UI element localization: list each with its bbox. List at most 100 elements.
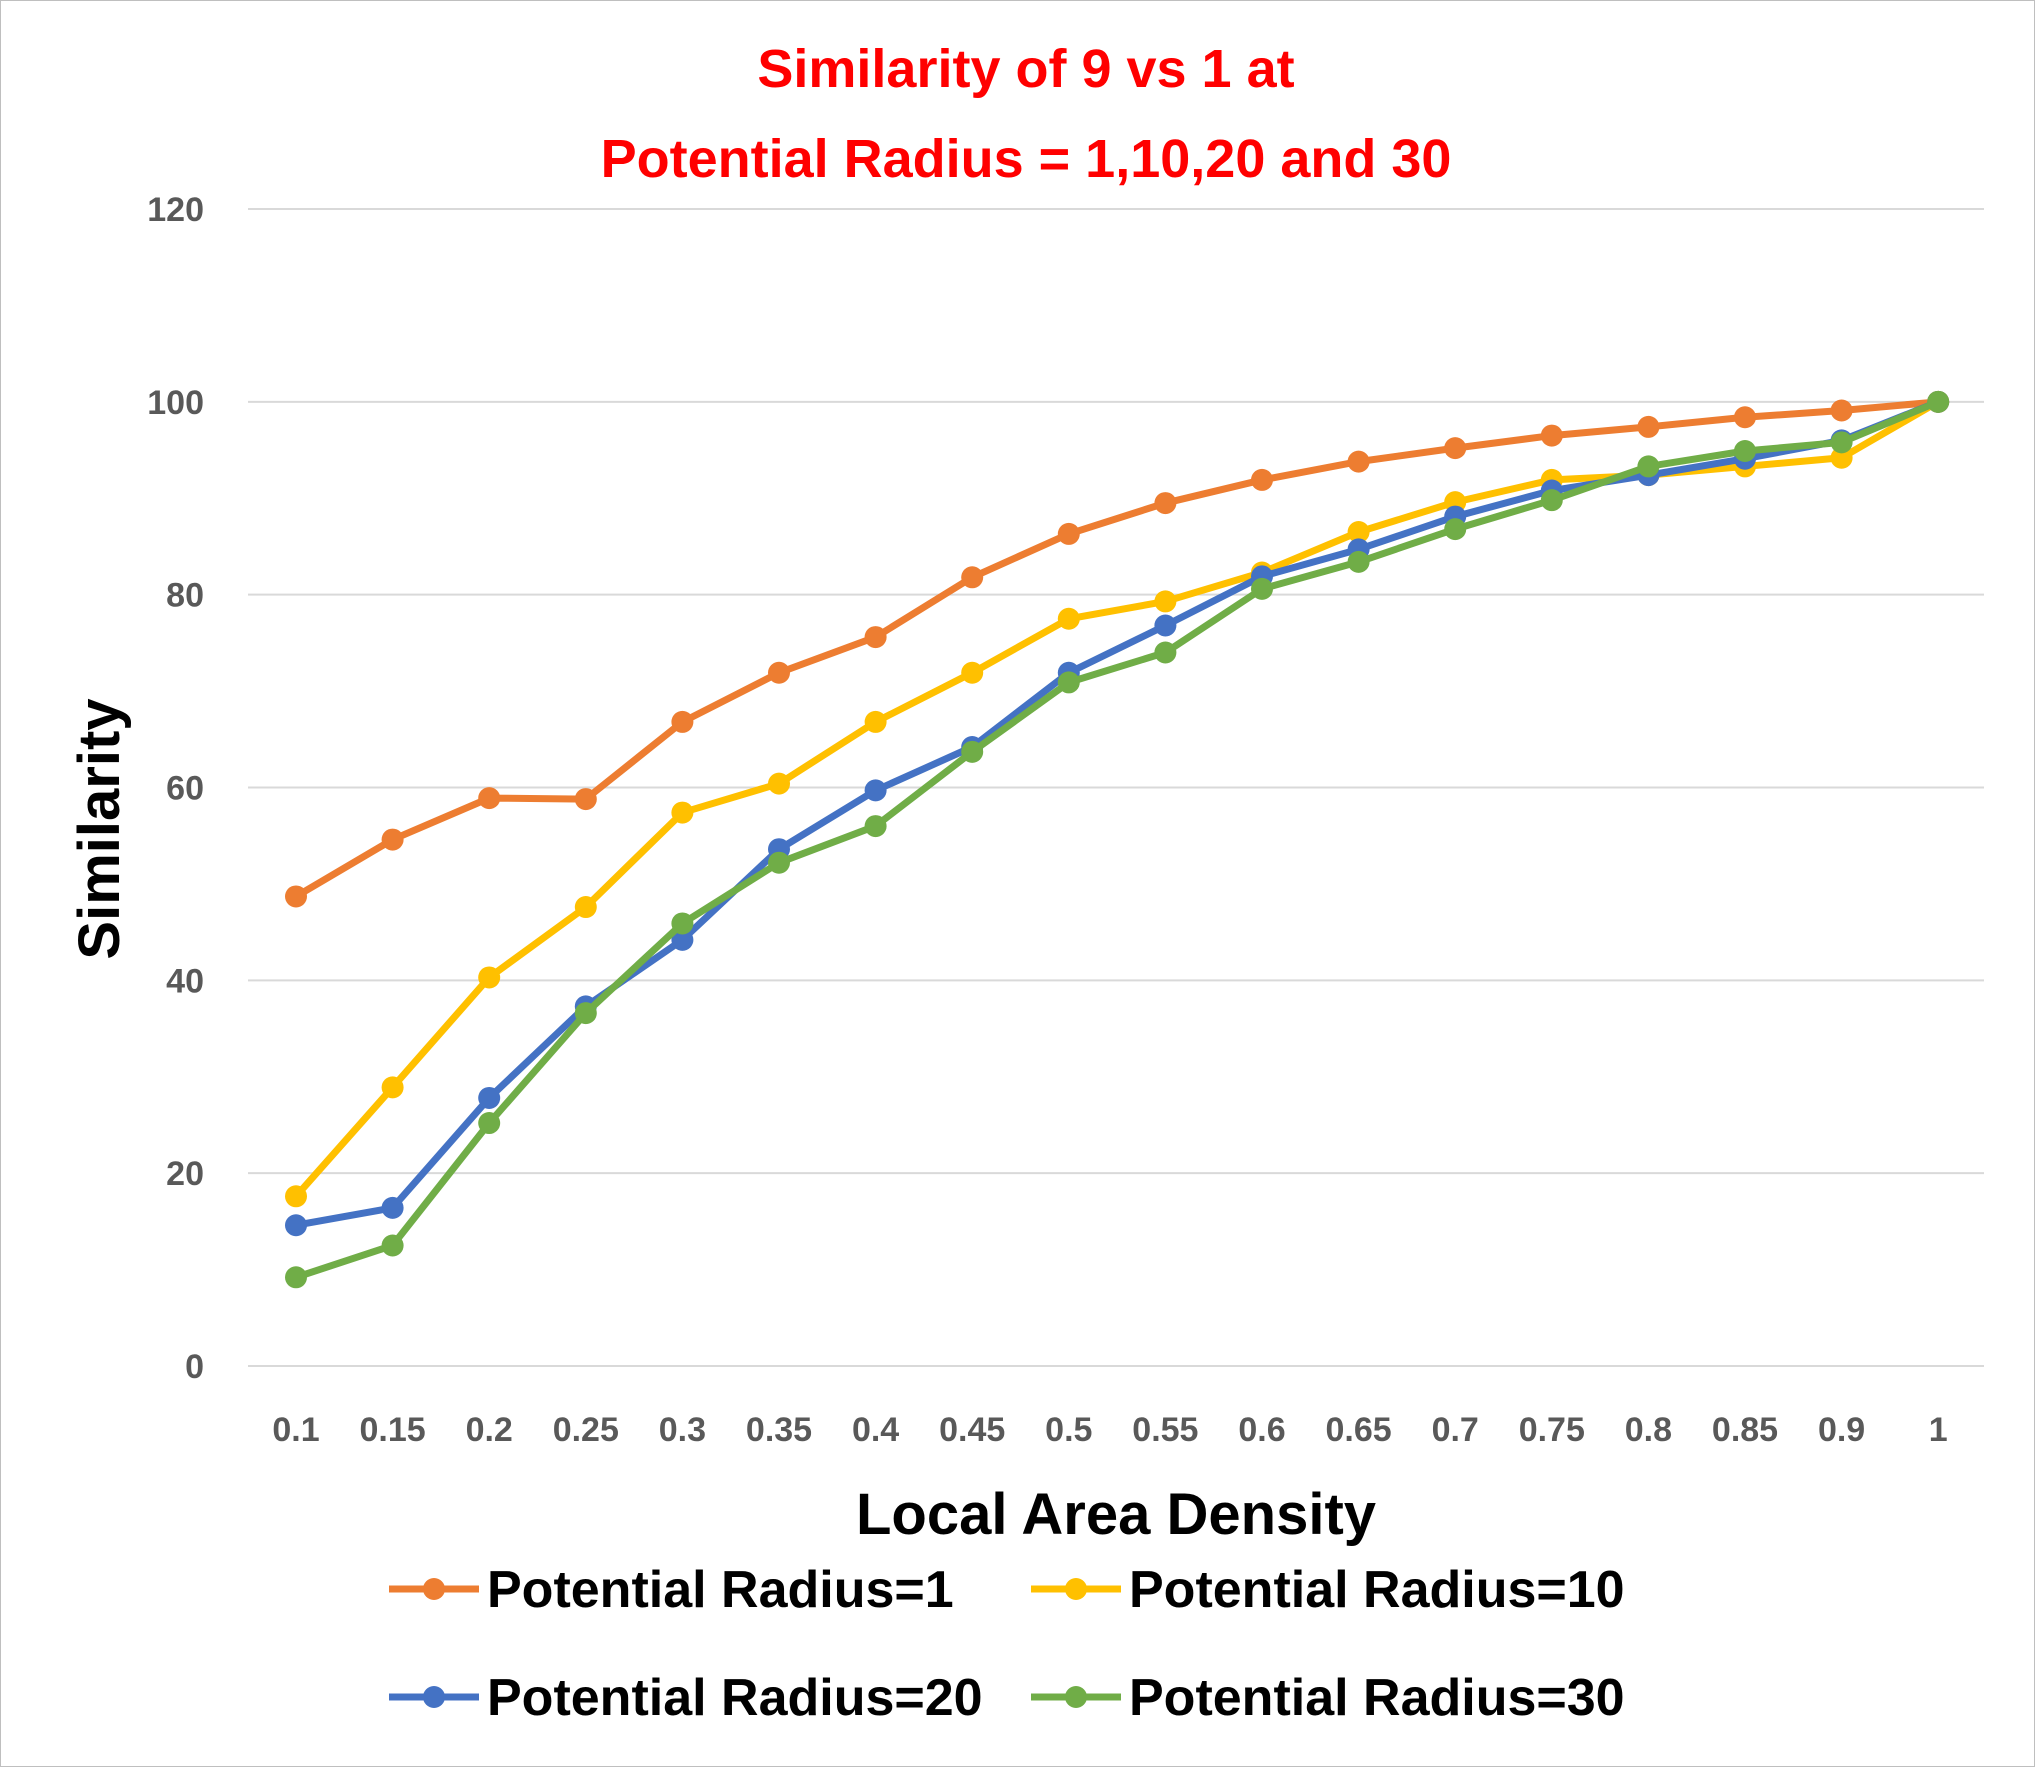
data-point xyxy=(1734,406,1756,429)
data-point xyxy=(1444,518,1467,541)
series-line xyxy=(292,398,1942,1281)
legend-item: Potential Radius=20 xyxy=(389,1669,983,1727)
data-point xyxy=(671,801,694,824)
legend-item: Potential Radius=1 xyxy=(389,1561,954,1619)
data-point xyxy=(1154,492,1177,515)
series-line xyxy=(292,398,1942,900)
x-tick-label: 0.75 xyxy=(1519,1411,1585,1449)
data-point xyxy=(285,1214,307,1237)
data-point xyxy=(1637,415,1660,438)
x-tick-label: 0.5 xyxy=(1045,1411,1092,1449)
y-tick-label: 20 xyxy=(166,1155,204,1193)
data-point xyxy=(1347,520,1370,543)
x-tick-label: 0.45 xyxy=(939,1411,1005,1449)
data-point xyxy=(864,710,887,733)
data-point xyxy=(1734,440,1756,463)
x-tick-label: 0.6 xyxy=(1238,1411,1285,1449)
data-point xyxy=(478,966,501,989)
data-point xyxy=(381,828,404,851)
chart-title-line-2: Potential Radius = 1,10,20 and 30 xyxy=(601,129,1452,189)
data-point xyxy=(768,661,790,684)
data-point xyxy=(285,885,307,908)
data-point xyxy=(1347,450,1370,473)
x-tick-label: 0.25 xyxy=(553,1411,619,1449)
data-point xyxy=(1540,424,1563,447)
data-point xyxy=(1057,607,1080,630)
x-tick-label: 0.9 xyxy=(1818,1411,1865,1449)
data-point xyxy=(478,1086,501,1109)
y-tick-label: 40 xyxy=(166,962,204,1000)
data-series xyxy=(285,390,1950,1289)
series-line xyxy=(292,398,1942,1229)
data-point xyxy=(381,1196,404,1219)
data-point xyxy=(864,815,887,838)
y-tick-label: 100 xyxy=(147,384,204,422)
x-tick-label: 0.3 xyxy=(659,1411,706,1449)
chart-title-line-1: Similarity of 9 vs 1 at xyxy=(757,39,1294,99)
legend-swatch-marker xyxy=(1065,1578,1087,1600)
data-point xyxy=(285,1185,307,1208)
data-point xyxy=(1057,522,1080,545)
y-axis-title: Similarity xyxy=(67,698,132,959)
data-point xyxy=(1347,550,1370,573)
data-point xyxy=(1830,446,1853,469)
data-point xyxy=(1927,390,1950,413)
x-tick-label: 1 xyxy=(1929,1411,1948,1449)
data-point xyxy=(864,626,887,649)
data-point xyxy=(574,788,597,811)
x-tick-label: 0.8 xyxy=(1625,1411,1672,1449)
x-tick-labels: 0.1 0.15 0.2 0.25 0.3 0.35 0.4 0.45 0.5 0.55 0.6 0.… xyxy=(272,1411,1947,1449)
data-point xyxy=(671,912,694,935)
legend-label: Potential Radius=30 xyxy=(1129,1669,1625,1727)
data-point xyxy=(1540,489,1563,512)
legend-item: Potential Radius=30 xyxy=(1031,1669,1625,1727)
legend-swatch-marker xyxy=(1065,1686,1087,1708)
x-tick-label: 0.55 xyxy=(1132,1411,1198,1449)
x-tick-label: 0.7 xyxy=(1432,1411,1479,1449)
legend: Potential Radius=1 Potential Radius=10 Pot… xyxy=(389,1561,1625,1727)
data-point xyxy=(1637,455,1660,478)
x-tick-label: 0.1 xyxy=(272,1411,319,1449)
x-tick-label: 0.65 xyxy=(1326,1411,1392,1449)
y-tick-labels: 0 20 40 60 80 100 120 xyxy=(147,191,204,1386)
legend-swatch-marker xyxy=(423,1578,445,1600)
data-point xyxy=(1251,468,1273,491)
legend-label: Potential Radius=10 xyxy=(1129,1561,1625,1619)
data-point xyxy=(478,787,501,810)
data-point xyxy=(671,710,694,733)
data-point xyxy=(1444,437,1467,460)
data-point xyxy=(768,772,790,795)
x-tick-label: 0.4 xyxy=(852,1411,899,1449)
x-tick-label: 0.2 xyxy=(466,1411,513,1449)
gridlines xyxy=(248,208,1984,1367)
legend-swatch-marker xyxy=(423,1686,445,1708)
data-point xyxy=(961,566,984,589)
legend-item: Potential Radius=10 xyxy=(1031,1561,1625,1619)
x-tick-label: 0.15 xyxy=(360,1411,426,1449)
data-point xyxy=(864,779,887,802)
data-point xyxy=(1154,641,1177,664)
data-point xyxy=(381,1076,404,1099)
data-point xyxy=(478,1112,501,1135)
x-tick-label: 0.35 xyxy=(746,1411,812,1449)
y-tick-label: 120 xyxy=(147,191,204,229)
y-tick-label: 80 xyxy=(166,577,204,615)
data-point xyxy=(1057,671,1080,694)
data-point xyxy=(574,1002,597,1025)
chart-title: Similarity of 9 vs 1 at Potential Radius… xyxy=(601,39,1452,189)
y-tick-label: 0 xyxy=(185,1348,204,1386)
data-point xyxy=(381,1234,404,1257)
y-tick-label: 60 xyxy=(166,770,204,808)
x-tick-label: 0.85 xyxy=(1712,1411,1778,1449)
data-point xyxy=(1154,590,1177,613)
legend-label: Potential Radius=20 xyxy=(487,1669,983,1727)
series-4 xyxy=(285,390,1950,1289)
data-point xyxy=(1154,614,1177,637)
data-point xyxy=(285,1266,307,1289)
data-point xyxy=(574,896,597,919)
data-point xyxy=(671,928,694,951)
data-point xyxy=(961,740,984,763)
data-point xyxy=(1830,431,1853,454)
